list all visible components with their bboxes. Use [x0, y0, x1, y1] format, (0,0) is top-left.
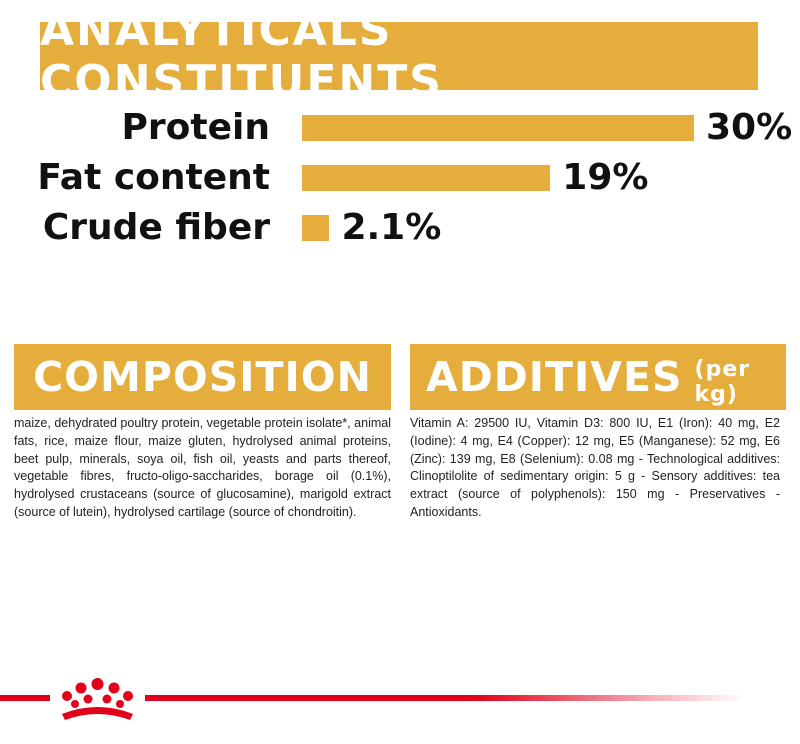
constituent-value: 19%	[562, 157, 649, 198]
royal-canin-crown-icon	[62, 678, 133, 720]
composition-title: COMPOSITION	[33, 353, 372, 401]
constituent-label: Fat content	[37, 157, 270, 198]
composition-text: maize, dehydrated poultry protein, veget…	[14, 416, 391, 519]
constituent-row-fat-content: Fat content 19%	[0, 153, 800, 203]
footer-red-line-left	[0, 695, 50, 701]
additives-text: Vitamin A: 29500 IU, Vitamin D3: 800 IU,…	[410, 416, 780, 519]
additives-title: ADDITIVES	[426, 353, 683, 401]
footer-red-line-right	[145, 695, 745, 701]
additives-header: ADDITIVES (per kg)	[410, 344, 786, 410]
constituent-row-crude-fiber: Crude fiber 2.1%	[0, 203, 800, 253]
analytical-constituents-title: ANALYTICALS CONSTITUENTS	[40, 5, 443, 107]
constituent-bar	[302, 165, 551, 191]
constituent-value: 30%	[706, 107, 793, 148]
constituent-row-protein: Protein 30%	[0, 103, 800, 153]
constituent-value: 2.1%	[341, 207, 442, 248]
additives-subtitle: (per kg)	[694, 357, 751, 407]
composition-header: COMPOSITION	[14, 344, 391, 410]
constituent-label: Crude fiber	[42, 207, 270, 248]
constituent-bar	[302, 215, 330, 241]
analytical-constituents-header: ANALYTICALS CONSTITUENTS	[40, 5, 758, 107]
constituent-label: Protein	[121, 107, 270, 148]
constituent-bar	[302, 115, 694, 141]
